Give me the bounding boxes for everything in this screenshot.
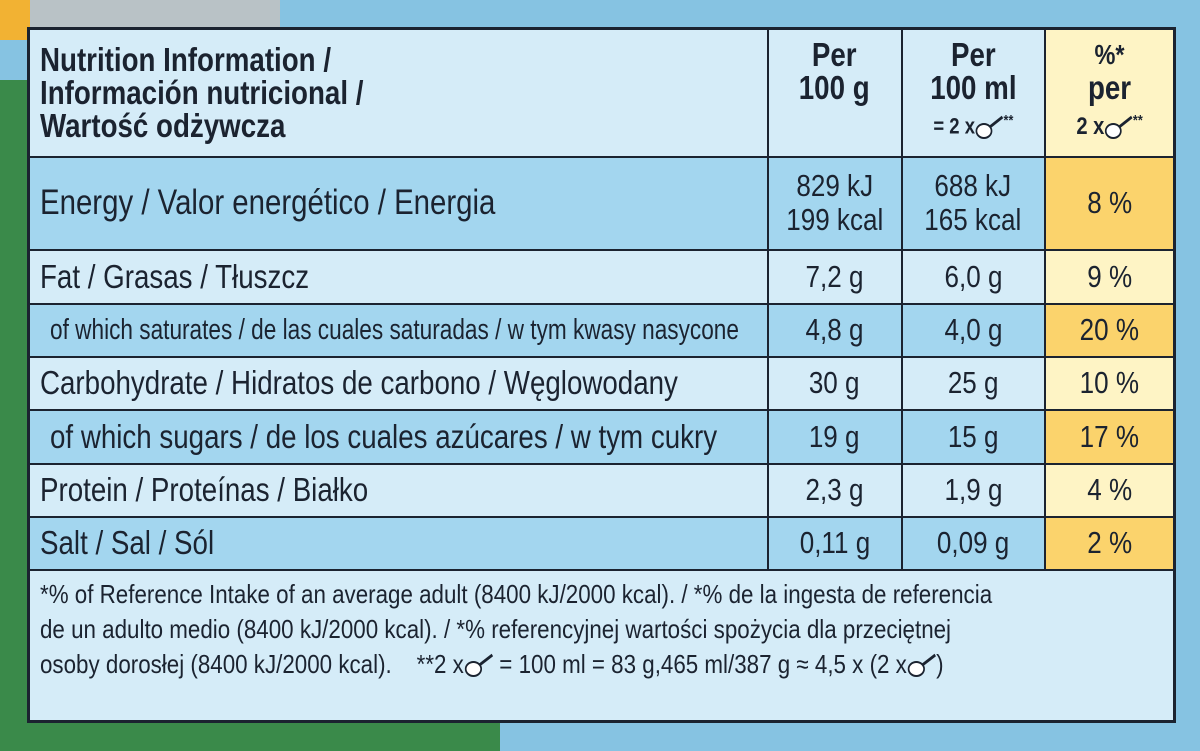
text: %* [1094,39,1125,70]
text: 688 kJ [934,168,1012,203]
text: 165 kcal [924,202,1022,237]
text: ** [1132,112,1143,129]
cell: 1,9 g [900,462,1046,518]
text: per [1087,69,1131,106]
text: 6,0 g [944,258,1002,294]
text: of which saturates / de las cuales satur… [50,313,739,346]
cell: 0,09 g [900,515,1046,571]
text: 4,8 g [805,312,864,347]
text: 17 % [1079,418,1139,454]
header-per-100ml: Per 100 ml = 2 x ** [900,27,1046,158]
text: Carbohydrate / Hidratos de carbono / Węg… [40,364,678,401]
text: 10 % [1079,365,1139,400]
spoon-icon [464,653,493,679]
cell: 829 kJ 199 kcal [766,155,903,251]
cell: 2 % [1043,515,1176,571]
text: Salt / Sal / Sól [40,524,215,561]
text: de un adulto medio (8400 kJ/2000 kcal). … [40,613,952,644]
row-label: of which sugars / de los cuales azúcares… [27,408,769,465]
text: of which sugars / de los cuales azúcares… [50,417,718,455]
text: Per [950,36,996,73]
text: 100 g [799,69,870,106]
header-per-100g: Per 100 g [766,27,903,158]
cell: 9 % [1043,248,1176,305]
text: 7,2 g [805,258,864,294]
text: 9 % [1086,258,1132,294]
text: 2 % [1086,525,1132,560]
text: ** [1003,112,1013,129]
text: 25 g [947,365,999,400]
cell: 4,8 g [766,302,903,358]
spoon-icon [975,115,1004,141]
text: Wartość odżywcza [40,107,286,145]
row-label: of which saturates / de las cuales satur… [27,302,769,358]
cell: 19 g [766,408,903,465]
text: Energy / Valor energético / Energia [40,183,496,222]
text: **2 x [416,648,464,679]
text: 20 % [1079,312,1139,347]
spoon-icon [907,653,936,679]
cell: 15 g [900,408,1046,465]
header-ri: %* per 2 x ** [1043,27,1176,158]
background-yellow [0,0,30,40]
text: Protein / Proteínas / Białko [40,471,369,508]
text: 4,0 g [944,312,1002,347]
footnote: *% of Reference Intake of an average adu… [27,568,1176,723]
text: 199 kcal [786,202,883,237]
row-label: Fat / Grasas / Tłuszcz [27,248,769,305]
text: 2 x [1076,113,1105,140]
text: 100 ml [929,69,1017,106]
nutrition-table: Nutrition Information / Información nutri… [27,27,1176,723]
cell: 0,11 g [766,515,903,571]
text: *% of Reference Intake of an average adu… [40,578,993,609]
row-label: Protein / Proteínas / Białko [27,462,769,518]
cell: 17 % [1043,408,1176,465]
spoon-icon [1104,115,1133,141]
background-image [30,0,280,30]
cell: 25 g [900,355,1046,411]
text: Per [812,36,857,73]
text: osoby dorosłej (8400 kJ/2000 kcal). [40,648,392,679]
row-label: Salt / Sal / Sól [27,515,769,571]
text: 0,09 g [936,525,1010,560]
text: = 2 x [932,113,975,139]
text: 30 g [809,365,860,400]
text: Nutrition Information / [40,41,332,79]
text: 2,3 g [805,472,864,507]
cell: 10 % [1043,355,1176,411]
cell: 2,3 g [766,462,903,518]
text: 19 g [809,418,860,454]
cell: 4 % [1043,462,1176,518]
cell: 6,0 g [900,248,1046,305]
row-label: Carbohydrate / Hidratos de carbono / Węg… [27,355,769,411]
text: 15 g [947,418,999,454]
header-title: Nutrition Information / Información nutri… [27,27,769,158]
cell: 7,2 g [766,248,903,305]
text: 8 % [1086,185,1132,220]
cell: 30 g [766,355,903,411]
text: 0,11 g [799,525,870,560]
text: 829 kJ [796,168,873,203]
text: 1,9 g [944,472,1002,507]
cell: 4,0 g [900,302,1046,358]
text: 4 % [1086,472,1132,507]
cell: 688 kJ 165 kcal [900,155,1046,251]
cell: 8 % [1043,155,1176,251]
text: ) [936,648,944,679]
text: = 100 ml = 83 g,465 ml/387 g ≈ 4,5 x (2 … [499,648,907,679]
text: Información nutricional / [40,74,364,112]
cell: 20 % [1043,302,1176,358]
text: Fat / Grasas / Tłuszcz [40,257,310,295]
row-label: Energy / Valor energético / Energia [27,155,769,251]
